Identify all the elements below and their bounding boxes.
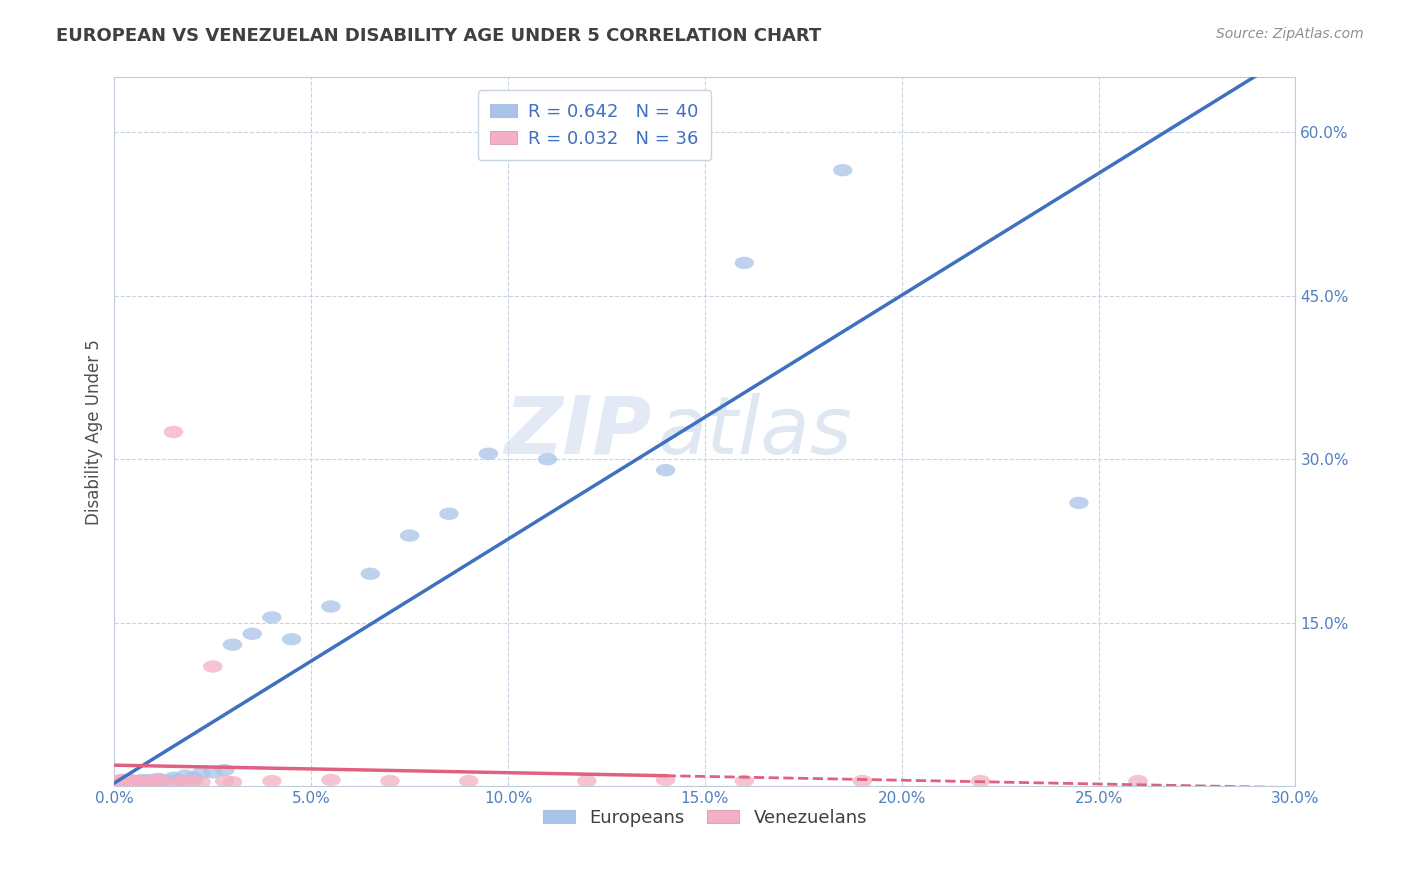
Ellipse shape [172, 775, 191, 788]
Ellipse shape [121, 777, 141, 789]
Text: Source: ZipAtlas.com: Source: ZipAtlas.com [1216, 27, 1364, 41]
Ellipse shape [734, 257, 754, 269]
Ellipse shape [136, 775, 156, 788]
Ellipse shape [458, 775, 478, 788]
Ellipse shape [215, 764, 235, 776]
Ellipse shape [148, 773, 167, 786]
Ellipse shape [128, 775, 148, 788]
Ellipse shape [655, 464, 675, 476]
Ellipse shape [852, 775, 872, 788]
Ellipse shape [537, 453, 557, 466]
Ellipse shape [215, 775, 235, 788]
Ellipse shape [321, 773, 340, 786]
Legend: Europeans, Venezuelans: Europeans, Venezuelans [536, 802, 875, 834]
Ellipse shape [242, 628, 262, 640]
Ellipse shape [222, 639, 242, 651]
Ellipse shape [112, 776, 132, 789]
Ellipse shape [121, 773, 141, 786]
Ellipse shape [143, 775, 163, 788]
Ellipse shape [163, 425, 183, 438]
Ellipse shape [141, 773, 160, 786]
Ellipse shape [148, 772, 167, 785]
Ellipse shape [156, 775, 176, 788]
Ellipse shape [108, 777, 128, 789]
Ellipse shape [222, 776, 242, 789]
Ellipse shape [202, 660, 222, 673]
Text: ZIP: ZIP [505, 393, 652, 471]
Text: atlas: atlas [658, 393, 852, 471]
Ellipse shape [108, 775, 128, 788]
Ellipse shape [156, 777, 176, 789]
Ellipse shape [970, 775, 990, 788]
Ellipse shape [176, 770, 195, 781]
Ellipse shape [163, 772, 183, 784]
Ellipse shape [143, 776, 163, 789]
Ellipse shape [136, 777, 156, 789]
Ellipse shape [124, 776, 143, 789]
Text: EUROPEAN VS VENEZUELAN DISABILITY AGE UNDER 5 CORRELATION CHART: EUROPEAN VS VENEZUELAN DISABILITY AGE UN… [56, 27, 821, 45]
Ellipse shape [108, 775, 128, 788]
Ellipse shape [128, 776, 148, 789]
Ellipse shape [191, 767, 211, 780]
Ellipse shape [399, 529, 419, 541]
Ellipse shape [152, 775, 172, 788]
Ellipse shape [124, 777, 143, 789]
Ellipse shape [478, 448, 498, 460]
Ellipse shape [202, 766, 222, 779]
Ellipse shape [132, 776, 152, 789]
Ellipse shape [117, 776, 136, 789]
Ellipse shape [832, 164, 852, 177]
Ellipse shape [183, 772, 202, 784]
Ellipse shape [132, 776, 152, 789]
Ellipse shape [262, 611, 281, 624]
Ellipse shape [1128, 775, 1147, 788]
Ellipse shape [360, 567, 380, 580]
Ellipse shape [117, 776, 136, 789]
Ellipse shape [176, 776, 195, 789]
Ellipse shape [112, 773, 132, 786]
Ellipse shape [321, 600, 340, 613]
Ellipse shape [183, 775, 202, 788]
Ellipse shape [117, 775, 136, 788]
Ellipse shape [262, 775, 281, 788]
Ellipse shape [141, 775, 160, 788]
Ellipse shape [112, 773, 132, 786]
Ellipse shape [121, 776, 141, 789]
Ellipse shape [117, 775, 136, 788]
Ellipse shape [439, 508, 458, 520]
Y-axis label: Disability Age Under 5: Disability Age Under 5 [86, 339, 103, 524]
Ellipse shape [1069, 497, 1088, 509]
Ellipse shape [380, 775, 399, 788]
Ellipse shape [124, 775, 143, 788]
Ellipse shape [655, 773, 675, 786]
Ellipse shape [121, 775, 141, 788]
Ellipse shape [281, 633, 301, 646]
Ellipse shape [191, 776, 211, 789]
Ellipse shape [112, 776, 132, 789]
Ellipse shape [128, 775, 148, 788]
Ellipse shape [167, 773, 187, 786]
Ellipse shape [576, 775, 596, 788]
Ellipse shape [132, 773, 152, 786]
Ellipse shape [734, 775, 754, 788]
Ellipse shape [124, 777, 143, 789]
Ellipse shape [152, 773, 172, 786]
